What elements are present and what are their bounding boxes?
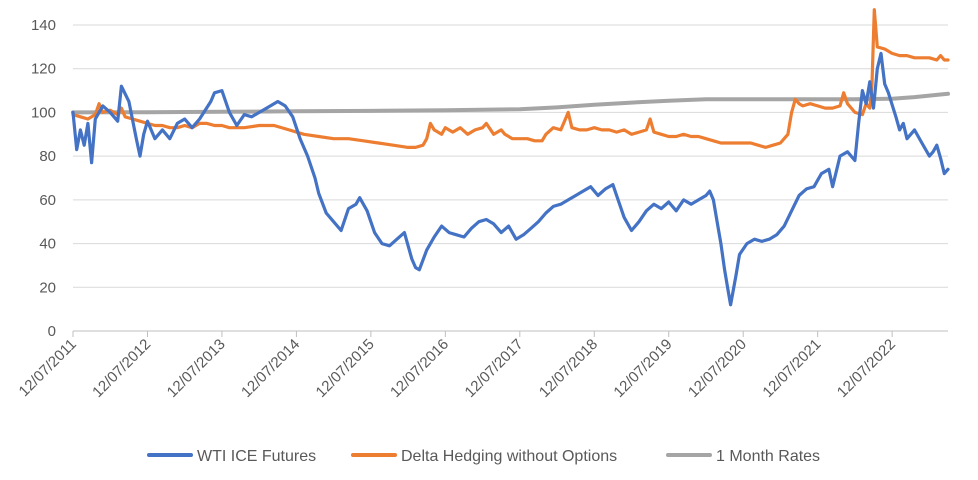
y-tick-label: 140 — [31, 17, 56, 34]
x-tick-label: 12/07/2016 — [387, 336, 452, 401]
legend-label: WTI ICE Futures — [197, 448, 316, 465]
legend: WTI ICE Futures Delta Hedging without Opt… — [147, 448, 820, 465]
x-tick-label: 12/07/2018 — [536, 336, 601, 401]
legend-label: 1 Month Rates — [716, 448, 820, 465]
series-line-1-month-rates — [71, 91, 950, 115]
series-lines — [71, 8, 950, 307]
x-tick-label: 12/07/2019 — [610, 336, 675, 401]
x-tick-label: 12/07/2021 — [759, 336, 824, 401]
series-line-wti-ice-futures — [71, 51, 950, 307]
y-tick-label: 20 — [39, 279, 56, 296]
x-axis-ticks: 12/07/2011 12/07/2012 12/07/2013 12/07/2014… — [16, 331, 899, 401]
x-tick-label: 12/07/2015 — [313, 336, 378, 401]
legend-label: Delta Hedging without Options — [401, 448, 617, 465]
x-tick-label: 12/07/2022 — [834, 336, 899, 401]
y-tick-label: 100 — [31, 104, 56, 121]
y-axis-ticks: 0 20 40 60 80 100 120 140 — [31, 17, 56, 340]
y-tick-label: 0 — [48, 323, 56, 340]
x-tick-label: 12/07/2014 — [238, 336, 303, 401]
y-tick-label: 60 — [39, 192, 56, 209]
x-tick-label: 12/07/2011 — [16, 336, 80, 400]
x-tick-label: 12/07/2020 — [685, 336, 750, 401]
x-tick-label: 12/07/2017 — [462, 336, 527, 401]
x-tick-label: 12/07/2012 — [89, 336, 154, 401]
y-tick-label: 80 — [39, 148, 56, 165]
x-tick-label: 12/07/2013 — [164, 336, 229, 401]
gridlines — [73, 24, 948, 288]
y-tick-label: 40 — [39, 236, 56, 253]
series-line-delta-hedging-without-options — [71, 8, 950, 149]
y-tick-label: 120 — [31, 61, 56, 78]
